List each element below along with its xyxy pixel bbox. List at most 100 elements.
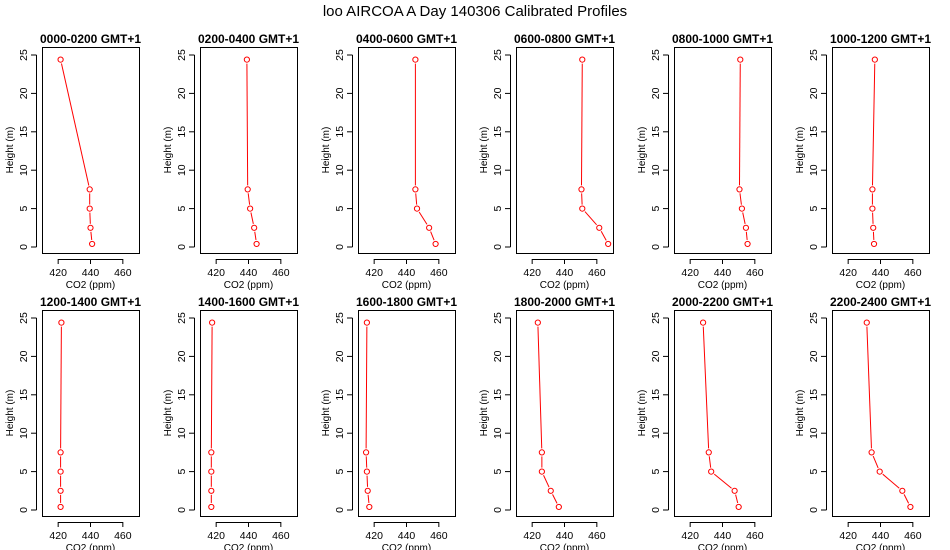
profile-panel: 0000-0200 GMT+1 0 5 10 15 20 25 Height (m) 420 44… [5, 32, 141, 291]
data-point [208, 487, 215, 494]
data-point [869, 205, 876, 212]
data-point [364, 487, 371, 494]
y-tick-label: 5 [334, 206, 346, 212]
y-tick-label: 15 [808, 126, 820, 138]
panel-title: 1000-1200 GMT+1 [830, 32, 931, 46]
profile-segment [415, 193, 418, 205]
profile-segment [210, 326, 213, 449]
y-tick-label: 5 [808, 206, 820, 212]
x-axis-label: CO2 (ppm) [856, 543, 905, 550]
panel-title: 0000-0200 GMT+1 [40, 32, 141, 46]
profile-segment [872, 455, 879, 469]
data-point [538, 468, 545, 475]
data-point [870, 240, 878, 248]
panel-title: 1200-1400 GMT+1 [40, 295, 141, 309]
profile-panel: 1400-1600 GMT+1 0 5 10 15 20 25 Height (m) 420 44… [163, 295, 299, 550]
data-point [907, 503, 914, 511]
x-axis-label: CO2 (ppm) [66, 543, 115, 550]
profile-segment [247, 193, 251, 205]
data-point [208, 503, 215, 511]
y-axis-label: Height (m) [795, 390, 806, 437]
data-point [876, 468, 883, 475]
data-point [596, 224, 603, 231]
y-axis-label: Height (m) [637, 127, 648, 174]
profile-panel: 1600-1800 GMT+1 0 5 10 15 20 25 Height (m) 420 44… [321, 295, 457, 550]
data-point [247, 205, 254, 212]
panels-grid: 0000-0200 GMT+1 0 5 10 15 20 25 Height (m) 420 44… [5, 32, 931, 550]
x-tick-label: 420 [207, 267, 225, 279]
profile-segment [60, 326, 62, 449]
profile-segment [430, 231, 435, 241]
y-tick-label: 15 [808, 389, 820, 401]
y-tick-label: 0 [176, 244, 188, 250]
x-tick-label: 440 [398, 530, 416, 542]
data-point [735, 503, 742, 511]
x-tick-label: 440 [556, 530, 574, 542]
y-tick-label: 20 [334, 350, 346, 362]
data-point [57, 487, 64, 494]
y-tick-label: 5 [492, 206, 504, 212]
data-point [244, 186, 251, 193]
profile-segment [871, 63, 876, 186]
x-axis-label: CO2 (ppm) [698, 280, 747, 291]
data-point [742, 224, 750, 231]
data-point [57, 449, 64, 456]
y-tick-label: 0 [18, 507, 30, 513]
x-tick-label: 440 [714, 530, 732, 542]
data-point [705, 449, 712, 456]
y-tick-label: 5 [650, 469, 662, 475]
profile-segment [418, 211, 428, 225]
data-point [868, 449, 875, 456]
x-tick-label: 440 [714, 267, 732, 279]
y-tick-label: 20 [176, 87, 188, 99]
y-tick-label: 10 [492, 427, 504, 439]
data-point [737, 56, 744, 63]
panel-title: 0800-1000 GMT+1 [672, 32, 773, 46]
y-tick-label: 20 [176, 350, 188, 362]
data-point [362, 449, 370, 456]
plot-frame [832, 47, 930, 254]
data-point [555, 503, 562, 511]
y-tick-label: 0 [650, 244, 662, 250]
y-tick-label: 20 [492, 87, 504, 99]
y-tick-label: 10 [650, 164, 662, 176]
plot-frame [832, 310, 930, 517]
y-tick-label: 5 [650, 206, 662, 212]
profile-segment [584, 211, 597, 226]
y-tick-label: 20 [808, 87, 820, 99]
x-tick-label: 440 [872, 530, 890, 542]
y-tick-label: 10 [18, 427, 30, 439]
y-tick-label: 25 [492, 49, 504, 61]
data-point [412, 186, 419, 193]
data-point [58, 319, 65, 326]
y-tick-label: 15 [18, 389, 30, 401]
profile-panel: 2200-2400 GMT+1 0 5 10 15 20 25 Height (m) 420 44… [795, 295, 931, 550]
y-tick-label: 10 [492, 164, 504, 176]
plot-frame [200, 310, 298, 517]
y-tick-label: 25 [18, 49, 30, 61]
y-tick-label: 5 [334, 469, 346, 475]
y-tick-label: 20 [18, 87, 30, 99]
y-tick-label: 0 [650, 507, 662, 513]
data-point [89, 240, 96, 248]
plot-frame [674, 47, 772, 254]
y-tick-label: 20 [650, 87, 662, 99]
data-point [744, 240, 751, 248]
profile-panel: 0800-1000 GMT+1 0 5 10 15 20 25 Height (m) 420 44… [637, 32, 773, 291]
x-tick-label: 440 [398, 267, 416, 279]
x-tick-label: 440 [240, 530, 258, 542]
profile-segment [580, 63, 583, 186]
data-point [869, 186, 876, 193]
profile-segment [537, 326, 543, 449]
y-tick-label: 15 [176, 389, 188, 401]
x-tick-label: 440 [872, 267, 890, 279]
figure-title: loo AIRCOA A Day 140306 Calibrated Profi… [323, 3, 627, 20]
profile-segment [543, 475, 550, 488]
x-tick-label: 460 [430, 267, 448, 279]
y-tick-label: 5 [18, 469, 30, 475]
x-tick-label: 420 [49, 530, 67, 542]
data-point [86, 186, 93, 193]
y-tick-label: 15 [334, 389, 346, 401]
data-point [57, 56, 64, 63]
y-tick-label: 15 [334, 126, 346, 138]
